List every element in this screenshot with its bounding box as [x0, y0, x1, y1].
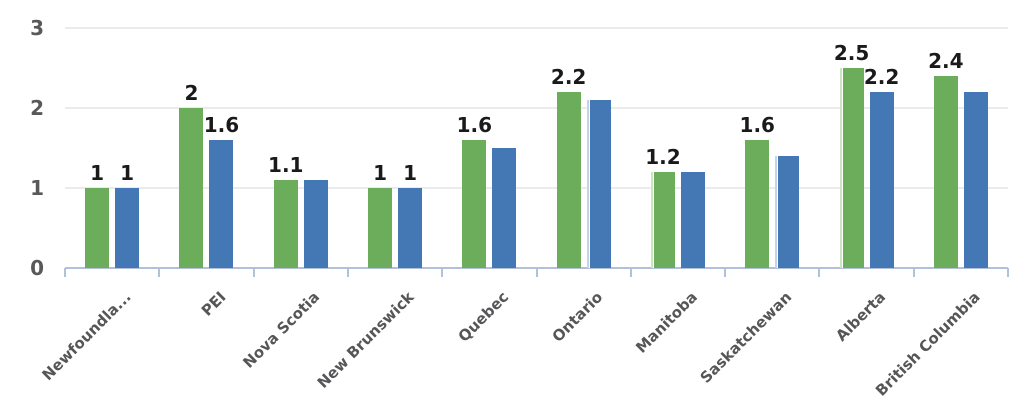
- bar-blue-alberta: [869, 92, 894, 268]
- data-label-green-pei: 2: [184, 81, 199, 105]
- data-label-green-manitoba: 1.2: [645, 145, 681, 169]
- y-axis-label-0: 0: [30, 256, 44, 280]
- x-axis-label-british-columbia: British Columbia: [871, 288, 984, 400]
- data-label-green-saskatchewan: 1.6: [739, 113, 775, 137]
- bar-blue-ontario: [586, 100, 611, 268]
- bar-green-saskatchewan: [745, 140, 770, 268]
- x-axis-label-newfoundla: Newfoundla...: [38, 288, 135, 385]
- x-axis-label-saskatchewan: Saskatchewan: [696, 288, 795, 387]
- bar-blue-pei: [209, 140, 234, 268]
- bar-green-alberta: [839, 68, 864, 268]
- bar-blue-new-brunswick: [398, 188, 423, 268]
- x-axis-tick: [629, 268, 632, 277]
- data-label-blue-pei: 1.6: [203, 113, 240, 137]
- bar-blue-british-columbia: [963, 92, 988, 268]
- data-label-blue-newfoundla: 1: [120, 161, 135, 185]
- y-axis-label-2: 2: [30, 96, 44, 120]
- x-axis-tick: [346, 268, 349, 277]
- bar-blue-nova-scotia: [303, 180, 328, 268]
- x-axis-tick: [252, 268, 255, 277]
- x-axis-label-new-brunswick: New Brunswick: [313, 288, 418, 392]
- x-axis-tick: [158, 268, 161, 277]
- x-axis-label-manitoba: Manitoba: [631, 288, 701, 357]
- data-label-blue-alberta: 2.2: [863, 65, 900, 89]
- data-label-green-nova-scotia: 1.1: [268, 153, 304, 177]
- data-label-green-newfoundla: 1: [90, 161, 105, 185]
- x-axis-label-ontario: Ontario: [548, 288, 607, 346]
- x-axis-label-nova-scotia: Nova Scotia: [239, 288, 324, 372]
- x-axis-label-quebec: Quebec: [454, 288, 513, 346]
- bar-blue-manitoba: [680, 172, 705, 268]
- x-axis-tick: [724, 268, 727, 277]
- bar-blue-quebec: [492, 148, 517, 268]
- bar-green-pei: [179, 108, 204, 268]
- x-axis-tick: [912, 268, 915, 277]
- bar-green-quebec: [462, 140, 487, 268]
- bar-green-newfoundla: [85, 188, 110, 268]
- gridline-y2: [65, 107, 1008, 109]
- y-axis-label-3: 3: [30, 16, 44, 40]
- x-axis-tick: [535, 268, 538, 277]
- bar-green-new-brunswick: [368, 188, 393, 268]
- data-label-green-new-brunswick: 1: [373, 161, 388, 185]
- x-axis-tick: [64, 268, 66, 277]
- gridline-y1: [65, 187, 1008, 189]
- data-label-green-quebec: 1.6: [456, 113, 493, 137]
- data-label-green-british-columbia: 2.4: [928, 49, 964, 73]
- data-label-green-alberta: 2.5: [833, 41, 870, 65]
- bar-green-british-columbia: [933, 76, 958, 268]
- x-axis-label-pei: PEI: [197, 288, 230, 320]
- gridline-y3: [65, 27, 1008, 29]
- data-label-green-ontario: 2.2: [550, 65, 587, 89]
- bar-green-ontario: [556, 92, 581, 268]
- x-axis-tick: [818, 268, 821, 277]
- x-axis-tick: [1007, 268, 1009, 277]
- data-label-blue-new-brunswick: 1: [403, 161, 418, 185]
- bar-blue-newfoundla: [115, 188, 140, 268]
- x-axis-label-alberta: Alberta: [832, 288, 890, 345]
- bar-green-manitoba: [650, 172, 675, 268]
- x-axis-tick: [441, 268, 444, 277]
- bar-blue-saskatchewan: [775, 156, 800, 268]
- bar-green-nova-scotia: [273, 180, 298, 268]
- y-axis-label-1: 1: [30, 176, 44, 200]
